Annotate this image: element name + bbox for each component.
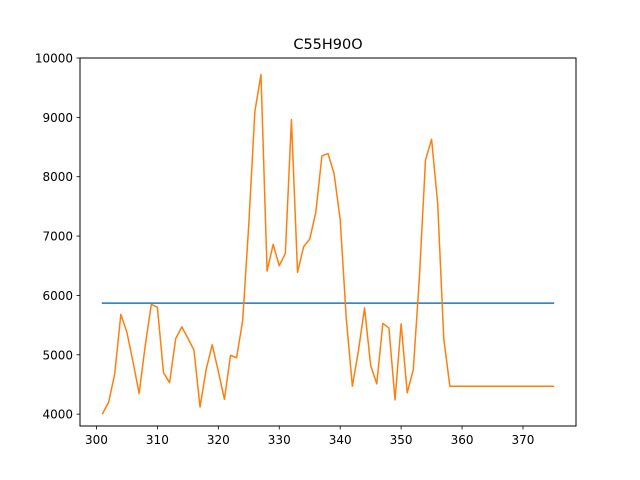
series-layer (101, 73, 555, 415)
y-tick-label: 5000 (42, 348, 73, 362)
x-tick-label: 360 (451, 433, 474, 447)
y-tick-label: 7000 (42, 230, 73, 244)
y-tick-label: 6000 (42, 289, 73, 303)
x-tick-label: 350 (390, 433, 413, 447)
x-tick-label: 330 (268, 433, 291, 447)
x-tick-label: 310 (146, 433, 169, 447)
x-tick-label: 300 (85, 433, 108, 447)
y-tick-label: 10000 (35, 52, 73, 66)
plot-area-frame (79, 57, 577, 427)
y-tick-label: 8000 (42, 170, 73, 184)
x-tick-label: 340 (329, 433, 352, 447)
y-tick-label: 9000 (42, 111, 73, 125)
x-tick-label: 370 (512, 433, 535, 447)
y-tick-label: 4000 (42, 408, 73, 422)
axis-layer: 300 310 320 330 340 350 360 370 4000 5000 6000 7000… (35, 52, 535, 448)
series-line-2 (101, 73, 555, 415)
x-tick-label: 320 (207, 433, 230, 447)
chart-title: C55H90O (293, 37, 362, 53)
